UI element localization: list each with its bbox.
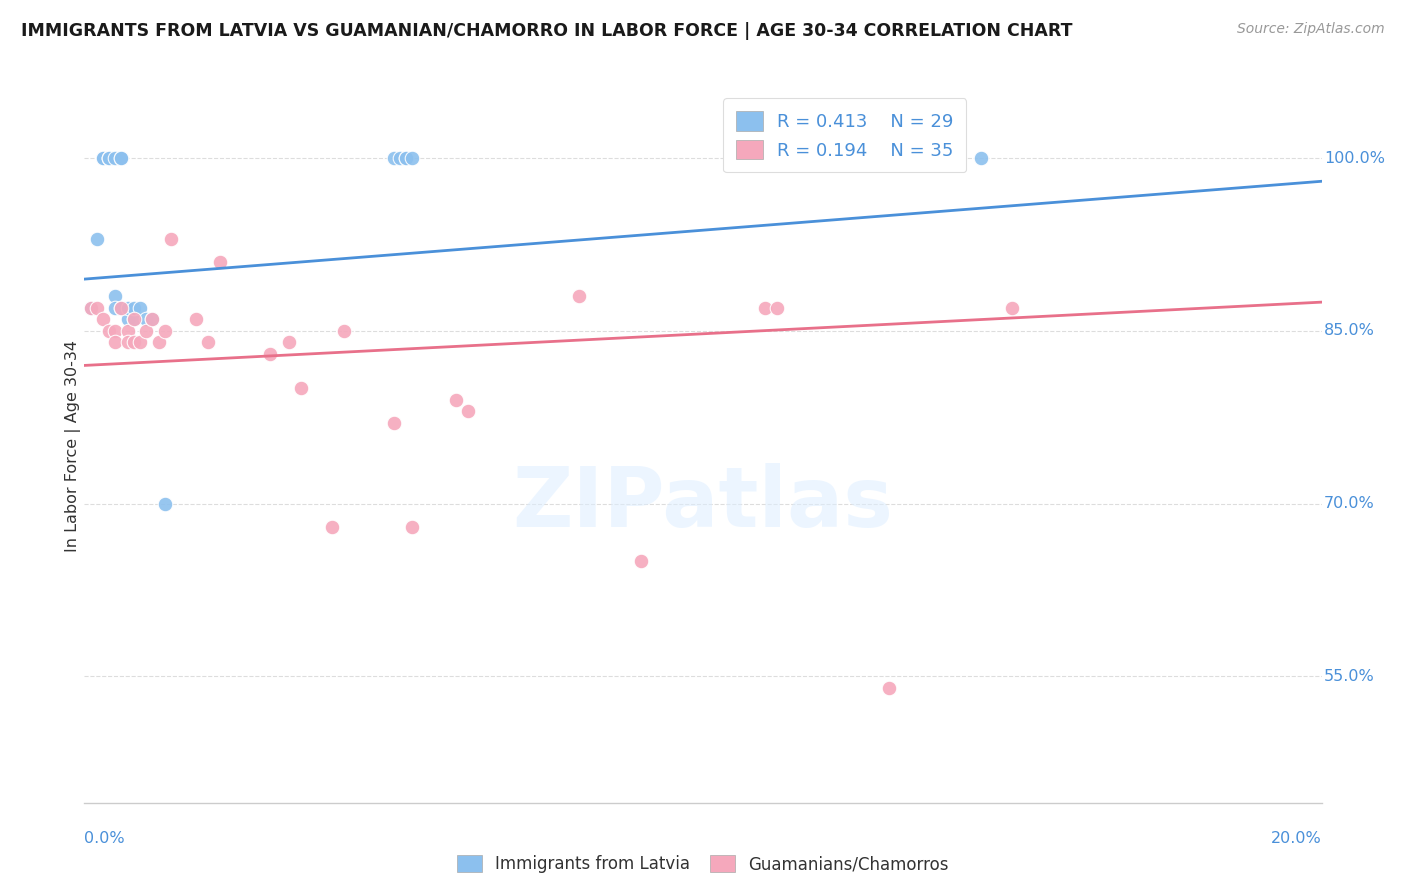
- Point: [98, 324, 121, 338]
- Point: [129, 335, 152, 350]
- Point: [209, 255, 232, 269]
- Point: [333, 324, 356, 338]
- Point: [122, 335, 145, 350]
- Point: [401, 519, 423, 533]
- Text: 70.0%: 70.0%: [1324, 496, 1375, 511]
- Point: [290, 381, 312, 395]
- Point: [153, 324, 176, 338]
- Point: [277, 335, 299, 350]
- Point: [135, 312, 157, 326]
- Point: [1001, 301, 1024, 315]
- Point: [117, 301, 139, 315]
- Point: [98, 151, 121, 165]
- Y-axis label: In Labor Force | Age 30-34: In Labor Force | Age 30-34: [65, 340, 82, 552]
- Point: [117, 324, 139, 338]
- Point: [122, 312, 145, 326]
- Point: [444, 392, 467, 407]
- Point: [382, 416, 405, 430]
- Point: [321, 519, 343, 533]
- Point: [395, 151, 418, 165]
- Point: [98, 151, 121, 165]
- Text: 100.0%: 100.0%: [1324, 151, 1385, 166]
- Point: [457, 404, 479, 418]
- Point: [91, 151, 114, 165]
- Point: [117, 335, 139, 350]
- Point: [110, 151, 132, 165]
- Point: [197, 335, 219, 350]
- Point: [104, 301, 127, 315]
- Point: [86, 232, 108, 246]
- Text: 85.0%: 85.0%: [1324, 324, 1375, 338]
- Point: [122, 301, 145, 315]
- Point: [184, 312, 207, 326]
- Point: [141, 312, 163, 326]
- Point: [382, 151, 405, 165]
- Point: [98, 151, 121, 165]
- Point: [877, 681, 900, 695]
- Point: [110, 301, 132, 315]
- Point: [259, 347, 281, 361]
- Point: [104, 324, 127, 338]
- Point: [79, 301, 101, 315]
- Legend: Immigrants from Latvia, Guamanians/Chamorros: Immigrants from Latvia, Guamanians/Chamo…: [450, 848, 956, 880]
- Point: [160, 232, 183, 246]
- Text: IMMIGRANTS FROM LATVIA VS GUAMANIAN/CHAMORRO IN LABOR FORCE | AGE 30-34 CORRELAT: IMMIGRANTS FROM LATVIA VS GUAMANIAN/CHAM…: [21, 22, 1073, 40]
- Point: [766, 301, 789, 315]
- Point: [630, 554, 652, 568]
- Point: [129, 301, 152, 315]
- Point: [110, 151, 132, 165]
- Point: [79, 301, 101, 315]
- Point: [117, 312, 139, 326]
- Point: [141, 312, 163, 326]
- Point: [754, 301, 776, 315]
- Text: 20.0%: 20.0%: [1271, 831, 1322, 847]
- Point: [104, 289, 127, 303]
- Point: [568, 289, 591, 303]
- Point: [91, 151, 114, 165]
- Point: [86, 301, 108, 315]
- Text: ZIPatlas: ZIPatlas: [513, 463, 893, 543]
- Point: [153, 497, 176, 511]
- Point: [401, 151, 423, 165]
- Text: 55.0%: 55.0%: [1324, 669, 1375, 683]
- Point: [91, 312, 114, 326]
- Point: [122, 312, 145, 326]
- Point: [927, 151, 949, 165]
- Point: [388, 151, 411, 165]
- Text: Source: ZipAtlas.com: Source: ZipAtlas.com: [1237, 22, 1385, 37]
- Point: [970, 151, 993, 165]
- Point: [104, 151, 127, 165]
- Point: [148, 335, 170, 350]
- Point: [104, 335, 127, 350]
- Point: [110, 301, 132, 315]
- Point: [135, 324, 157, 338]
- Point: [395, 151, 418, 165]
- Point: [754, 151, 776, 165]
- Text: 0.0%: 0.0%: [84, 831, 125, 847]
